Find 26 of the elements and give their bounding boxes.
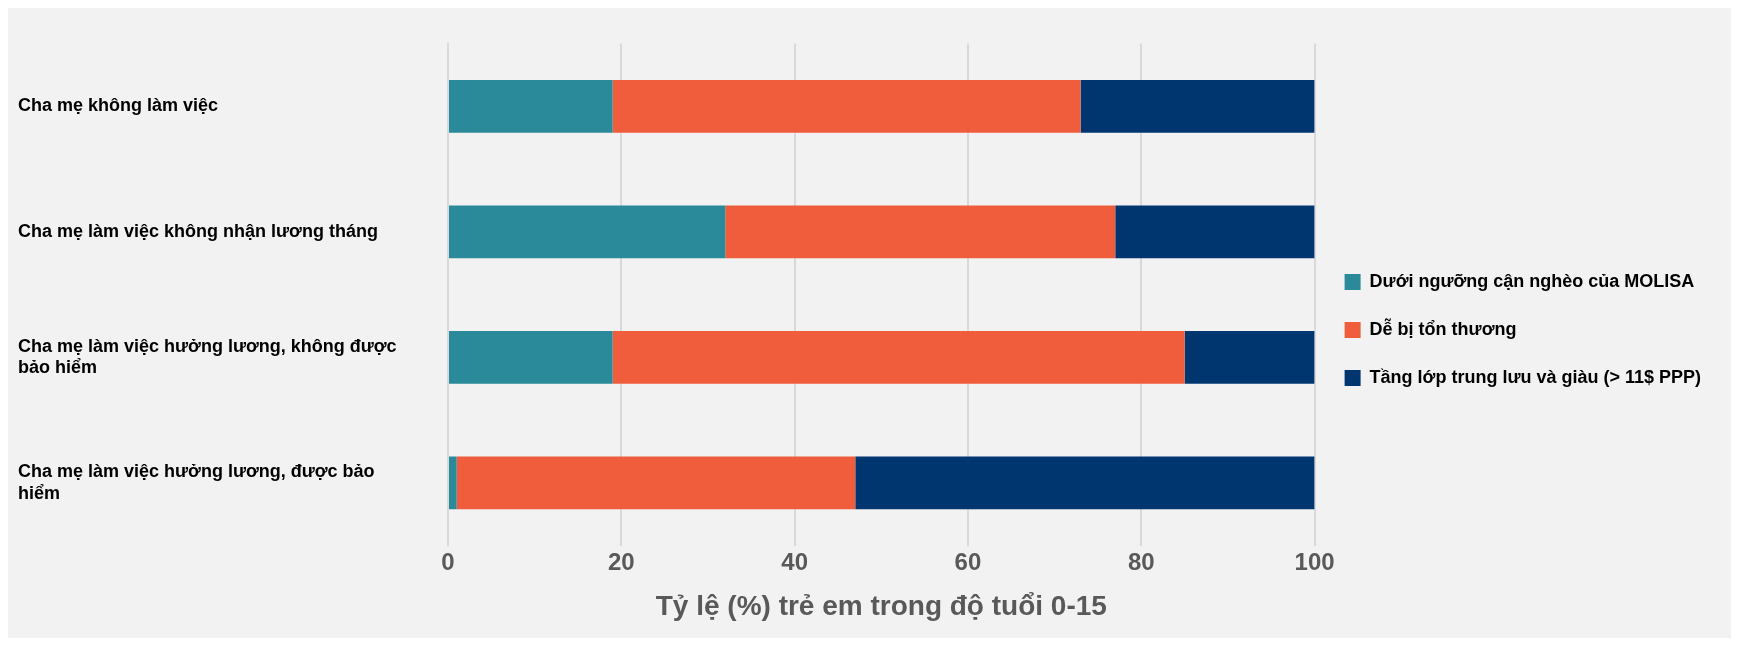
x-tick-label: 80: [1127, 547, 1155, 575]
bar: [449, 205, 726, 259]
x-tick-label: 60: [954, 547, 982, 575]
x-axis-title: Tỷ lệ (%) trẻ em trong độ tuổi 0-15: [655, 589, 1107, 621]
bar: [855, 456, 1315, 510]
bar: [449, 80, 613, 133]
bar: [1184, 331, 1315, 384]
y-tick-label: Cha mẹ làm việc hưởng lương, không được bảo hiểm: [18, 335, 397, 378]
x-tick-label: 0: [441, 547, 455, 575]
legend-label: Dễ bị tổn thương: [1369, 317, 1517, 339]
bar: [1080, 80, 1315, 133]
bar: [449, 331, 613, 384]
y-tick-label: Cha mẹ làm việc không nhận lương tháng: [18, 220, 378, 241]
legend-label: Dưới ngưỡng cận nghèo của MOLISA: [1369, 270, 1695, 291]
bar: [612, 80, 1081, 133]
bar: [725, 205, 1116, 259]
bar: [456, 456, 856, 510]
bar: [1115, 205, 1315, 259]
y-tick-label: Cha mẹ không làm việc: [18, 95, 219, 116]
x-tick-label: 20: [607, 547, 635, 575]
y-tick-label: Cha mẹ làm việc hưởng lương, được bảo hiểm: [18, 461, 375, 503]
legend-label: Tầng lớp trung lưu và giàu (> 11$ PPP): [1369, 366, 1702, 387]
bar: [612, 331, 1185, 384]
x-tick-label: 100: [1294, 547, 1335, 575]
bar: [449, 456, 457, 510]
x-tick-label: 40: [781, 547, 808, 575]
